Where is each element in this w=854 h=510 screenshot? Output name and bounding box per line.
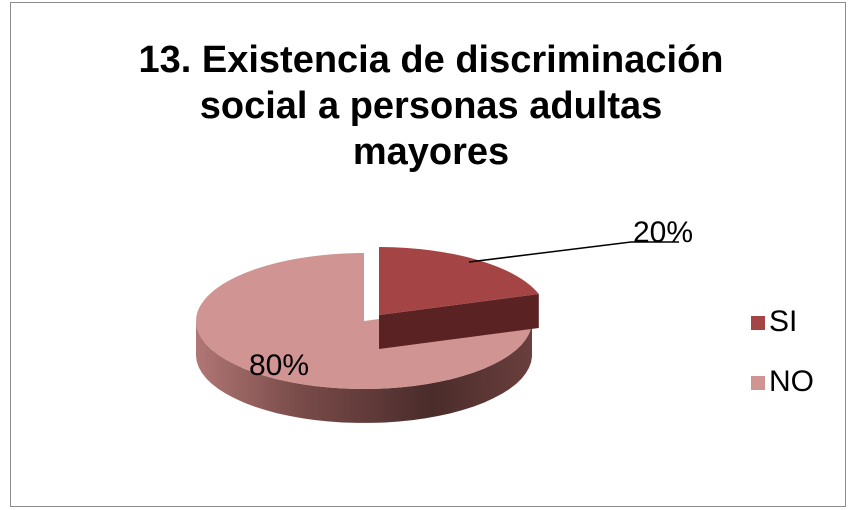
pie-slice-side-no <box>196 322 532 423</box>
data-label-si: 20% <box>633 216 693 249</box>
pie-slice-cut-si <box>379 294 539 349</box>
data-label-no: 80% <box>249 349 309 382</box>
pie-chart: 20% 80% SI NO <box>196 216 814 423</box>
chart-title-line-2: social a personas adultas <box>199 85 663 127</box>
chart-frame: 13. Existencia de discriminación social … <box>10 2 846 507</box>
chart-title: 13. Existencia de discriminación social … <box>71 37 791 175</box>
legend-label-si: SI <box>769 305 797 338</box>
chart-title-line-3: mayores <box>352 131 510 173</box>
legend-swatch-no <box>751 376 765 390</box>
legend-label-no: NO <box>769 365 814 398</box>
pie-slice-no <box>196 253 533 389</box>
pie-slice-si <box>379 247 539 315</box>
chart-title-line-1: 13. Existencia de discriminación <box>138 39 724 81</box>
leader-line-si <box>468 241 679 263</box>
legend-swatch-si <box>751 316 765 330</box>
